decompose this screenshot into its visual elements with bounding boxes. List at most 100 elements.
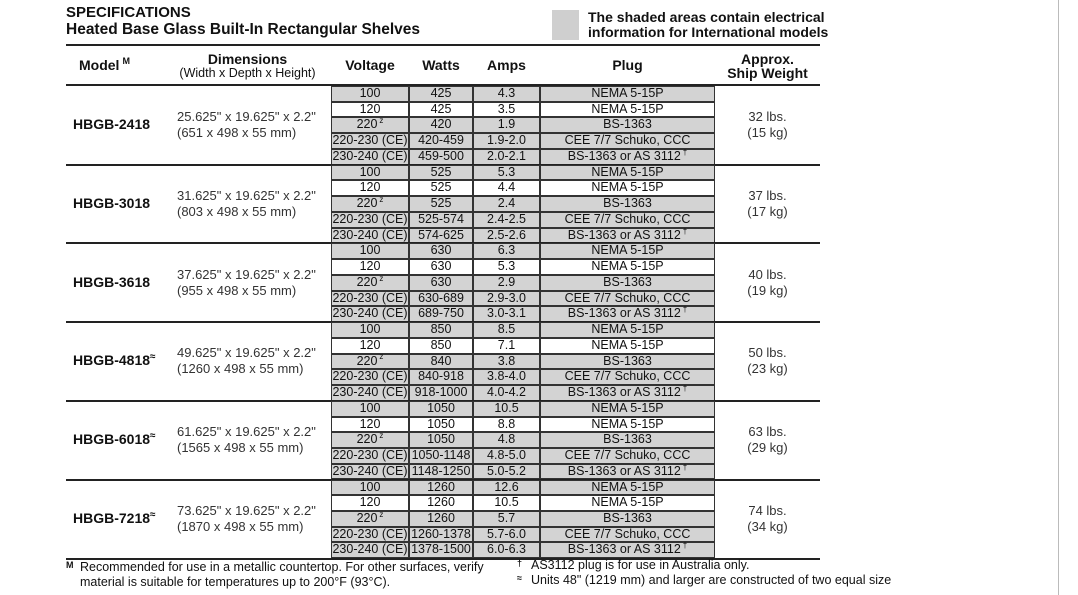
cell: 5.0-5.2	[473, 463, 540, 480]
dimension: 61.625" x 19.625" x 2.2"	[177, 424, 316, 440]
note-line: The shaded areas contain electrical	[588, 9, 825, 25]
watts: 425	[430, 101, 452, 116]
cell: 1260-1378	[409, 526, 473, 543]
plug: BS-1363 or AS 3112	[567, 463, 681, 478]
cell: 8.8	[473, 416, 540, 433]
cell: 100	[331, 243, 409, 260]
cell: 220 z	[331, 274, 409, 291]
cell: 4.0-4.2	[473, 385, 540, 401]
cell: NEMA 5-15P	[540, 495, 715, 511]
cell: 1050	[409, 416, 473, 433]
plug: CEE 7/7 Schuko, CCC	[564, 133, 691, 148]
cell: 4.4	[473, 180, 540, 197]
cell: 1260	[409, 479, 473, 496]
weight: (29 kg)	[747, 440, 788, 456]
voltage: 100	[359, 479, 381, 494]
cell-note: z	[379, 509, 384, 519]
watts: 1378-1500	[411, 542, 471, 557]
cell: 525	[409, 164, 473, 181]
rule	[66, 84, 820, 86]
amps: 2.0-2.1	[487, 148, 526, 163]
amps: 5.3	[497, 164, 516, 179]
watts: 1260	[427, 495, 455, 510]
cell: 10.5	[473, 495, 540, 511]
plug: BS-1363	[603, 353, 652, 368]
model: HBGB-3018	[73, 195, 150, 211]
amps: 3.5	[497, 101, 516, 116]
cell: 840-918	[409, 369, 473, 386]
voltage: 120	[359, 259, 381, 274]
amps: 10.5	[494, 400, 519, 415]
header-label: Approx.	[741, 51, 794, 67]
plug: NEMA 5-15P	[591, 337, 664, 352]
watts: 574-625	[418, 227, 464, 242]
watts: 425	[430, 86, 452, 100]
plug: NEMA 5-15P	[591, 479, 664, 494]
cell-note: †	[682, 147, 688, 157]
watts: 1260-1378	[411, 526, 471, 541]
cell-note: z	[379, 195, 384, 205]
amps: 3.0-3.1	[487, 306, 526, 321]
cell: 525	[409, 180, 473, 197]
model-name: HBGB-2418	[73, 116, 151, 133]
shade-note: The shaded areas contain electrical info…	[588, 10, 828, 40]
cell: 918-1000	[409, 385, 473, 401]
cell: 1260	[409, 495, 473, 511]
dimension: 25.625" x 19.625" x 2.2"	[177, 109, 316, 125]
header-sublabel: (Width x Depth x Height)	[179, 66, 316, 80]
cell: 100	[331, 86, 409, 102]
cell: BS-1363 or AS 3112 †	[540, 227, 715, 244]
voltage: 220-230 (CE)	[332, 290, 408, 305]
amps: 3.8	[497, 353, 516, 368]
voltage: 100	[359, 243, 381, 258]
voltage: 100	[359, 86, 381, 100]
cell: 1378-1500	[409, 542, 473, 559]
dimension: (1870 x 498 x 55 mm)	[177, 518, 304, 534]
cell: BS-1363	[540, 432, 715, 448]
cell-note: z	[379, 116, 384, 126]
weight: (34 kg)	[747, 518, 788, 534]
amps: 6.0-6.3	[487, 542, 526, 557]
cell: BS-1363 or AS 3112 †	[540, 463, 715, 480]
model-name: HBGB-7218	[73, 509, 151, 526]
watts: 1050	[427, 416, 455, 431]
cell: 4.8	[473, 432, 540, 448]
cell: NEMA 5-15P	[540, 322, 715, 338]
watts: 689-750	[418, 306, 464, 321]
cell: 2.9-3.0	[473, 290, 540, 307]
dimension: 31.625" x 19.625" x 2.2"	[177, 188, 316, 204]
plug: BS-1363 or AS 3112	[567, 148, 681, 163]
plug: CEE 7/7 Schuko, CCC	[564, 211, 691, 226]
watts: 1260	[427, 510, 455, 525]
cell: 5.3	[473, 164, 540, 181]
header-label: Amps	[487, 57, 526, 73]
voltage: 120	[359, 337, 381, 352]
cell: 1050-1148	[409, 448, 473, 464]
amps: 4.4	[497, 180, 516, 195]
column-header: Watts	[409, 58, 473, 72]
model-name: HBGB-3018	[73, 195, 151, 212]
watts: 1260	[427, 479, 455, 494]
watts: 630-689	[418, 290, 464, 305]
cell: 120	[331, 495, 409, 511]
cell: 3.0-3.1	[473, 306, 540, 323]
plug: CEE 7/7 Schuko, CCC	[564, 290, 691, 305]
cell: NEMA 5-15P	[540, 416, 715, 433]
cell-note: †	[682, 383, 688, 393]
cell: 630	[409, 274, 473, 291]
cell: 220-230 (CE)	[331, 369, 409, 386]
weight: 63 lbs.	[748, 424, 787, 440]
model: HBGB-4818≈	[73, 352, 156, 368]
amps: 12.6	[494, 479, 519, 494]
cell: 100	[331, 164, 409, 181]
voltage: 100	[359, 164, 381, 179]
cell: 220-230 (CE)	[331, 133, 409, 149]
plug: BS-1363	[603, 510, 652, 525]
voltage: 220-230 (CE)	[332, 526, 408, 541]
cell: BS-1363	[540, 274, 715, 291]
cell: 525-574	[409, 211, 473, 228]
cell: 120	[331, 337, 409, 354]
cell: CEE 7/7 Schuko, CCC	[540, 211, 715, 228]
weight: (19 kg)	[747, 282, 788, 298]
